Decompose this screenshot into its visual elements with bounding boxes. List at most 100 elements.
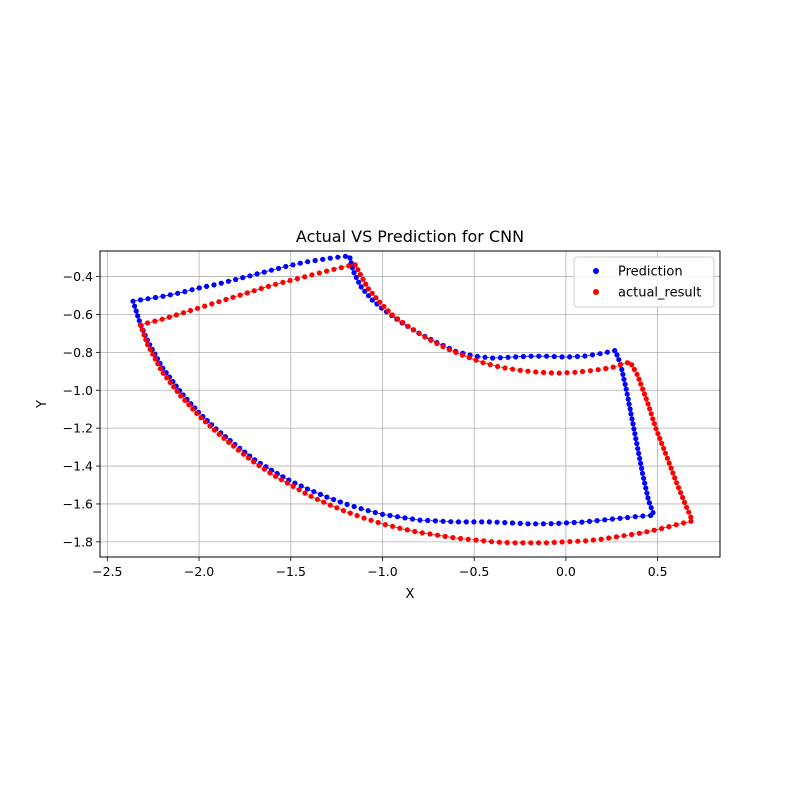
data-point	[381, 303, 387, 310]
data-point	[435, 532, 441, 538]
data-point	[666, 460, 672, 466]
data-point	[237, 292, 243, 298]
data-point	[231, 443, 237, 449]
data-point	[230, 294, 236, 300]
data-point	[624, 360, 631, 366]
data-point	[659, 440, 665, 446]
data-point	[589, 352, 596, 358]
data-point	[655, 431, 661, 437]
data-point	[202, 303, 208, 309]
data-point	[139, 327, 145, 333]
data-point	[434, 340, 440, 347]
data-point	[640, 513, 646, 519]
data-point	[571, 519, 577, 526]
data-point	[261, 269, 267, 275]
data-point	[389, 312, 395, 318]
data-point	[247, 273, 253, 279]
y-tick-label: −0.6	[63, 307, 93, 322]
legend-marker	[593, 268, 599, 274]
data-point	[226, 439, 232, 445]
data-point	[225, 278, 231, 284]
y-axis-ticks: −1.8 −1.6 −1.4 −1.2 −1.0 −0.8 −0.6 −0.4	[63, 269, 100, 549]
data-point	[283, 263, 289, 270]
data-point	[355, 267, 361, 273]
data-point	[182, 397, 188, 403]
data-point	[427, 531, 433, 537]
x-tick-label: 0.5	[648, 564, 668, 579]
data-point	[625, 514, 631, 521]
data-point	[544, 353, 550, 359]
data-point	[354, 513, 360, 519]
data-point	[404, 527, 410, 533]
data-point	[335, 254, 341, 260]
data-point	[639, 465, 645, 471]
data-point	[575, 538, 581, 544]
data-point	[642, 480, 648, 486]
data-point	[327, 255, 333, 261]
data-point	[387, 512, 393, 519]
data-point	[340, 508, 347, 514]
data-point	[567, 539, 573, 545]
data-point	[627, 406, 633, 412]
data-point	[479, 519, 485, 525]
data-point	[171, 384, 177, 390]
data-point	[251, 459, 257, 465]
data-point	[211, 282, 217, 288]
data-point	[150, 351, 156, 357]
data-point	[314, 496, 320, 502]
data-point	[419, 530, 425, 536]
y-tick-label: −1.6	[63, 496, 93, 511]
data-point	[672, 475, 678, 481]
data-point	[254, 271, 260, 277]
data-point	[362, 288, 368, 294]
y-tick-label: −0.8	[63, 345, 93, 360]
data-point	[463, 519, 469, 525]
data-point	[351, 270, 357, 276]
data-point	[297, 260, 303, 266]
data-point	[287, 277, 293, 284]
data-point	[636, 450, 642, 457]
data-point	[548, 370, 555, 376]
data-point	[551, 539, 557, 546]
data-point	[167, 379, 173, 385]
x-axis-ticks: −2.5 −2.0 −1.5 −1.0 −0.5 0.0 0.5	[92, 557, 668, 579]
data-point	[365, 508, 371, 514]
data-point	[587, 368, 594, 374]
data-point	[617, 515, 623, 521]
data-point	[360, 276, 366, 282]
x-tick-label: −2.0	[184, 564, 214, 579]
data-point	[256, 462, 262, 469]
data-point	[543, 540, 550, 546]
data-point	[648, 505, 654, 511]
data-point	[680, 494, 686, 501]
data-point	[496, 539, 502, 545]
data-point	[688, 514, 694, 520]
data-point	[662, 450, 669, 456]
data-point	[369, 290, 375, 296]
data-point	[505, 354, 511, 360]
data-point	[446, 347, 452, 353]
data-point	[559, 354, 565, 360]
data-point	[686, 509, 692, 515]
data-point	[189, 287, 195, 293]
data-point	[132, 303, 138, 309]
data-point	[216, 431, 222, 437]
data-point	[520, 353, 527, 360]
data-point	[480, 360, 486, 366]
data-point	[563, 520, 570, 526]
data-point	[268, 267, 274, 273]
data-point	[416, 330, 422, 337]
data-point	[471, 519, 477, 525]
data-point	[187, 307, 194, 314]
data-point	[382, 522, 388, 528]
data-point	[628, 411, 634, 417]
data-point	[373, 295, 379, 301]
data-point	[610, 364, 616, 370]
data-point	[450, 535, 456, 541]
data-point	[240, 451, 247, 457]
data-point	[551, 353, 557, 360]
data-point	[202, 419, 209, 425]
data-point	[251, 288, 257, 294]
data-point	[347, 510, 353, 516]
data-point	[504, 540, 510, 546]
